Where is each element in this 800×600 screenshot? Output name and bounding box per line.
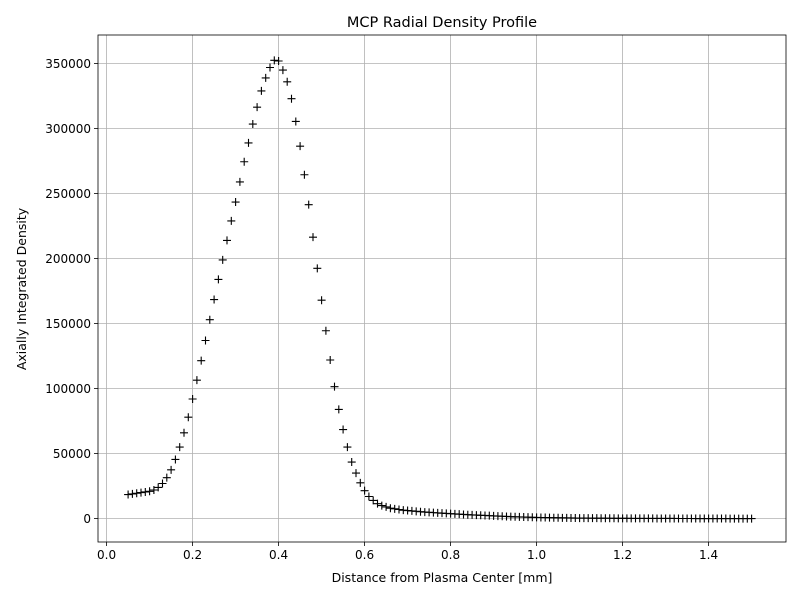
data-point <box>201 336 210 345</box>
data-point <box>278 66 287 75</box>
data-point <box>231 198 240 207</box>
data-point <box>167 465 176 474</box>
data-point <box>317 296 326 305</box>
data-point <box>132 489 141 498</box>
data-point <box>287 94 296 103</box>
data-point <box>382 502 391 511</box>
data-point <box>175 443 184 452</box>
y-tick-label: 200000 <box>45 252 91 266</box>
x-tick-label: 0.4 <box>269 548 288 562</box>
data-point <box>356 478 365 487</box>
y-tick-label: 50000 <box>53 447 91 461</box>
data-point <box>197 356 206 365</box>
data-point <box>360 486 369 495</box>
data-point <box>248 120 257 129</box>
data-point <box>747 514 756 523</box>
data-point <box>244 138 253 147</box>
data-point <box>235 177 244 186</box>
x-tick-label: 1.2 <box>613 548 632 562</box>
data-point <box>313 264 322 273</box>
data-point <box>373 499 382 508</box>
data-point <box>386 504 395 513</box>
data-point <box>343 443 352 452</box>
y-tick-label: 300000 <box>45 122 91 136</box>
data-point <box>184 413 193 422</box>
data-point <box>158 479 167 488</box>
x-tick-label: 0.0 <box>97 548 116 562</box>
data-point <box>141 487 150 496</box>
data-point <box>377 501 386 510</box>
data-point <box>291 117 300 126</box>
data-point <box>223 236 231 245</box>
x-tick-label: 0.2 <box>183 548 202 562</box>
data-point <box>214 275 223 284</box>
grid <box>98 35 786 542</box>
data-point <box>369 496 378 505</box>
data-point <box>390 504 399 513</box>
data-point <box>339 425 348 434</box>
data-point <box>149 486 158 494</box>
y-axis-label: Axially Integrated Density <box>14 207 29 370</box>
data-point <box>270 56 279 65</box>
y-tick-label: 250000 <box>45 187 91 201</box>
data-point <box>347 458 356 467</box>
data-point <box>210 295 219 304</box>
data-point <box>283 77 292 86</box>
data-point <box>128 489 137 498</box>
data-point <box>309 233 317 242</box>
data-point <box>321 326 330 335</box>
y-tick-label: 150000 <box>45 317 91 331</box>
data-point <box>137 488 145 497</box>
x-axis-label: Distance from Plasma Center [mm] <box>332 570 553 585</box>
data-point <box>364 492 373 501</box>
data-point <box>261 73 270 82</box>
plot-frame <box>97 34 787 543</box>
data-point <box>180 428 188 437</box>
x-tick-label: 0.8 <box>441 548 460 562</box>
x-tick-label: 1.0 <box>527 548 546 562</box>
data-point <box>227 216 236 225</box>
data-point <box>154 483 163 492</box>
data-point <box>162 473 171 482</box>
data-point <box>334 405 343 414</box>
data-point <box>205 315 214 324</box>
y-tick-label: 0 <box>83 512 91 526</box>
data-point <box>171 455 180 464</box>
data-point <box>274 57 283 65</box>
data-markers <box>124 56 756 523</box>
data-point <box>145 487 154 496</box>
data-point <box>240 157 249 166</box>
data-point <box>266 63 274 72</box>
data-point <box>352 469 360 478</box>
x-axis: 0.0 0.2 0.4 0.6 0.8 1.0 1.2 1.4 <box>97 542 718 562</box>
data-point <box>330 382 339 391</box>
data-point <box>253 103 262 112</box>
data-point <box>188 395 197 403</box>
data-point <box>296 142 305 151</box>
y-tick-label: 100000 <box>45 382 91 396</box>
data-point <box>257 86 266 95</box>
data-point <box>300 170 309 179</box>
y-tick-label: 350000 <box>45 57 91 71</box>
data-point <box>124 490 133 499</box>
data-point <box>218 255 227 264</box>
y-axis: 0 50000 100000 150000 200000 250000 300000 3500… <box>45 57 98 526</box>
data-point <box>326 356 335 364</box>
data-point <box>192 376 201 385</box>
chart-title: MCP Radial Density Profile <box>347 15 537 31</box>
x-tick-label: 0.6 <box>355 548 374 562</box>
x-tick-label: 1.4 <box>699 548 718 562</box>
data-point <box>304 200 313 209</box>
data-point <box>395 505 403 514</box>
